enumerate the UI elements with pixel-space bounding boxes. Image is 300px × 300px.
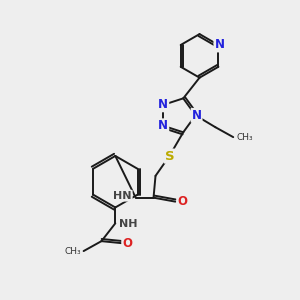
- Text: CH₃: CH₃: [64, 247, 81, 256]
- Text: NH: NH: [119, 219, 138, 229]
- Text: HN: HN: [113, 191, 132, 201]
- Text: O: O: [177, 195, 187, 208]
- Text: N: N: [214, 38, 224, 52]
- Text: CH₃: CH₃: [236, 133, 253, 142]
- Text: N: N: [158, 98, 168, 111]
- Text: S: S: [165, 150, 174, 163]
- Text: O: O: [122, 237, 132, 250]
- Text: N: N: [158, 119, 168, 132]
- Text: N: N: [192, 109, 202, 122]
